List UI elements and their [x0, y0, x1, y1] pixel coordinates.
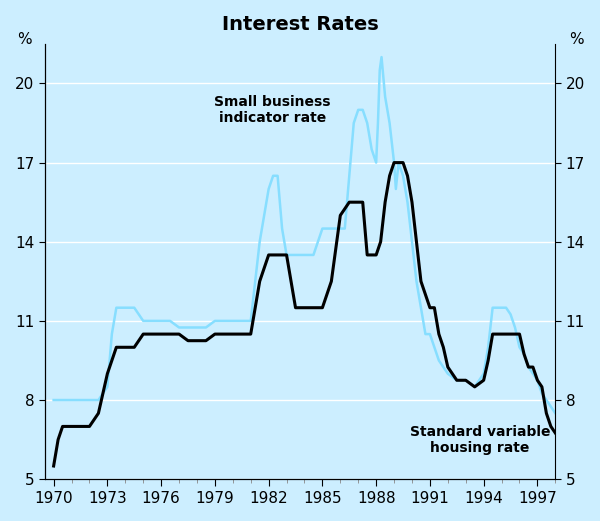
- Title: Interest Rates: Interest Rates: [221, 15, 379, 34]
- Text: Standard variable
housing rate: Standard variable housing rate: [410, 425, 550, 455]
- Text: %: %: [569, 32, 583, 47]
- Text: Small business
indicator rate: Small business indicator rate: [214, 95, 331, 125]
- Text: %: %: [17, 32, 31, 47]
